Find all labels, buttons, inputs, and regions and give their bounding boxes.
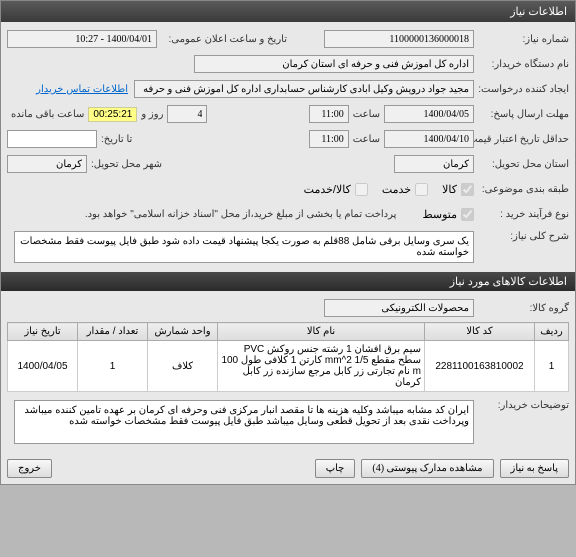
goods-label: کالا [442,183,457,196]
need-number-label: شماره نیاز: [474,34,569,45]
service-checkbox-group: خدمت [382,183,428,196]
window-title: اطلاعات نیاز [510,6,567,18]
min-validity-label: حداقل تاریخ اعتبار قیمت: [474,134,569,145]
goods-checkbox [461,183,474,196]
rooz-va-label: روز و [137,109,167,120]
buyer-org-label: نام دستگاه خریدار: [474,59,569,70]
medium-label: متوسط [422,208,457,221]
buyer-notes-label: توضیحات خریدار: [474,400,569,411]
exit-button[interactable]: خروج [7,459,52,478]
buyer-org-input [194,55,474,73]
goods-checkbox-group: کالا [442,183,474,196]
goods-service-checkbox-group: کالا/خدمت [304,183,368,196]
buy-process-note: پرداخت تمام یا بخشی از مبلغ خرید،از محل … [79,207,403,222]
th-name: نام کالا [218,323,425,341]
respond-button[interactable]: پاسخ به نیاز [500,459,570,478]
saat-label-2: ساعت [349,134,384,145]
td-name: سیم برق افشان 1 رشته جنس روکش PVC سطح مق… [218,341,425,392]
section2-header: اطلاعات کالاهای مورد نیاز [1,272,575,291]
section2-title: اطلاعات کالاهای مورد نیاز [450,276,567,288]
items-table: ردیف کد کالا نام کالا واحد شمارش تعداد /… [7,322,569,392]
public-announce-input [7,30,157,48]
delivery-city-input [7,155,87,173]
items-area: گروه کالا: ردیف کد کالا نام کالا واحد شم… [1,291,575,453]
attachments-button[interactable]: مشاهده مدارک پیوستی (4) [361,459,493,478]
creator-input [134,80,474,98]
table-header-row: ردیف کد کالا نام کالا واحد شمارش تعداد /… [8,323,569,341]
delivery-state-input [394,155,474,173]
response-deadline-label: مهلت ارسال پاسخ: [474,109,569,120]
response-time-input [309,105,349,123]
table-row[interactable]: 1 2281100163810002 سیم برق افشان 1 رشته … [8,341,569,392]
general-desc-box: یک سری وسایل برقی شامل 88قلم به صورت یکج… [14,231,474,263]
th-qty: تعداد / مقدار [78,323,148,341]
td-row: 1 [535,341,569,392]
medium-checkbox-group: متوسط [422,208,474,221]
th-row: ردیف [535,323,569,341]
response-date-input [384,105,474,123]
delivery-state-label: استان محل تحویل: [474,159,569,170]
th-count-unit: واحد شمارش [148,323,218,341]
td-code: 2281100163810002 [425,341,535,392]
public-announce-label: تاریخ و ساعت اعلان عمومی: [157,34,287,45]
th-need-date: تاریخ نیاز [8,323,78,341]
buttons-row: پاسخ به نیاز مشاهده مدارک پیوستی (4) چاپ… [1,453,575,484]
main-window: اطلاعات نیاز شماره نیاز: تاریخ و ساعت اع… [0,0,576,485]
td-count-unit: کلاف [148,341,218,392]
need-number-input [324,30,474,48]
remaining-label: ساعت باقی مانده [7,109,88,120]
th-code: کد کالا [425,323,535,341]
buyer-notes-box: ایران کد مشابه میباشد وکلیه هزینه ها تا … [14,400,474,444]
days-count-input [167,105,207,123]
validity-date-input [384,130,474,148]
buy-process-label: نوع فرآیند خرید : [474,209,569,220]
delivery-city-label: شهر محل تحویل: [87,159,162,170]
contact-link[interactable]: اطلاعات تماس خریدار [36,84,128,95]
budget-class-label: طبقه بندی موضوعی: [474,184,569,195]
td-qty: 1 [78,341,148,392]
group-label: گروه کالا: [474,303,569,314]
creator-label: ایجاد کننده درخواست: [474,84,569,95]
general-desc-label: شرح کلی نیاز: [474,231,569,242]
group-input [324,299,474,317]
service-checkbox [415,183,428,196]
to-date-input[interactable] [7,130,97,148]
form-area: شماره نیاز: تاریخ و ساعت اعلان عمومی: نا… [1,22,575,272]
saat-label-1: ساعت [349,109,384,120]
validity-time-input [309,130,349,148]
window-titlebar: اطلاعات نیاز [1,1,575,22]
goods-service-label: کالا/خدمت [304,183,351,196]
print-button[interactable]: چاپ [315,459,356,478]
goods-service-checkbox [355,183,368,196]
medium-checkbox [461,208,474,221]
service-label: خدمت [382,183,411,196]
td-need-date: 1400/04/05 [8,341,78,392]
to-date-label: تا تاریخ: [97,134,132,145]
remaining-time-box: 00:25:21 [88,107,137,122]
